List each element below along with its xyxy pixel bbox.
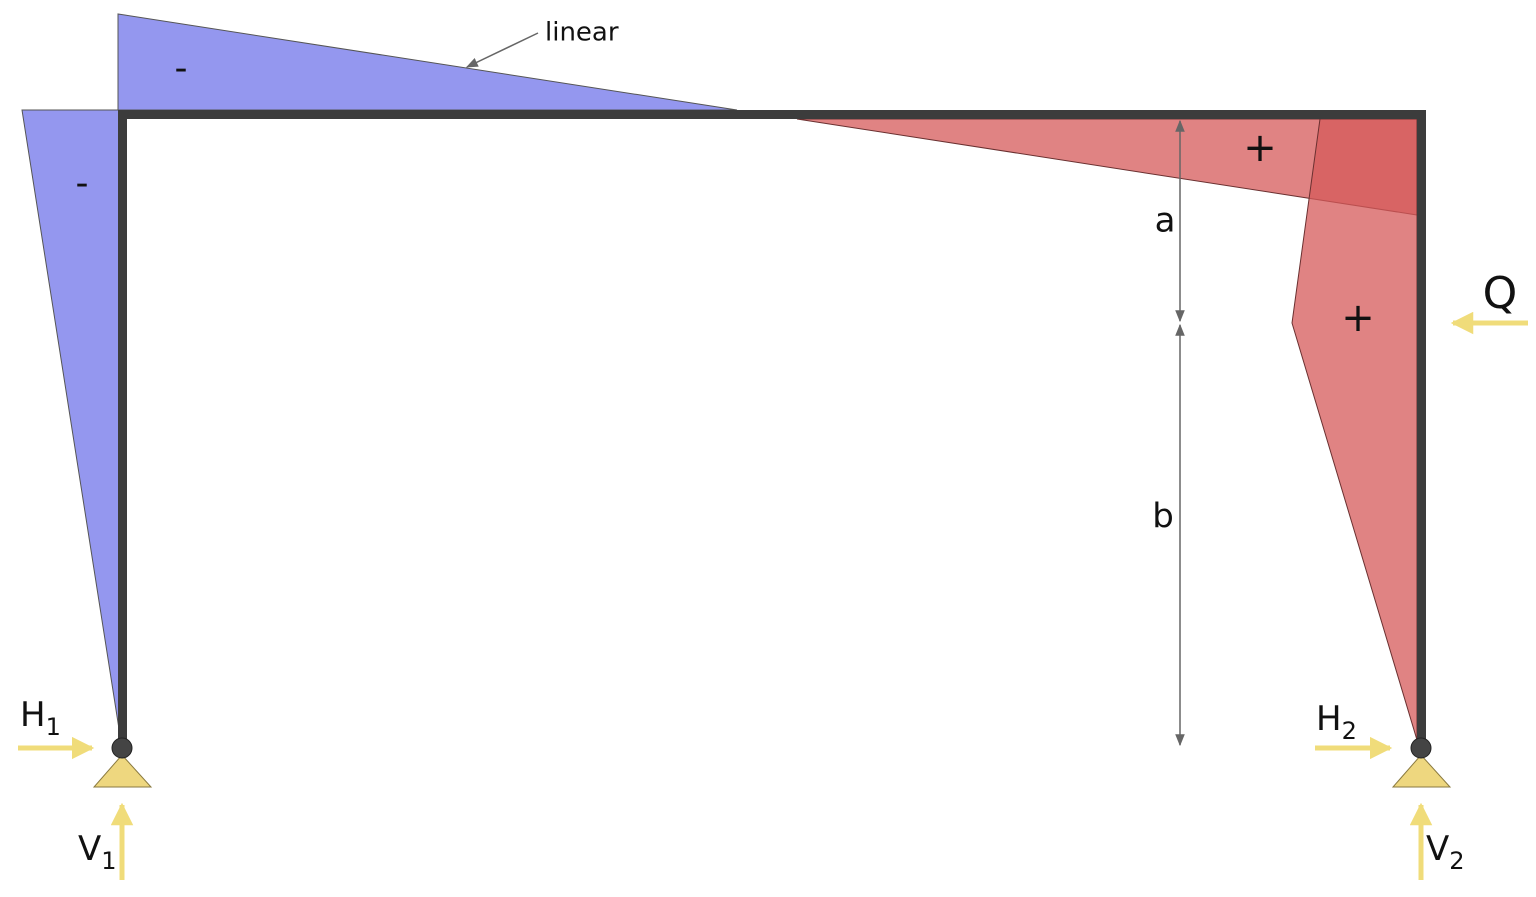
- sign: +: [1341, 295, 1375, 341]
- sign: +: [1243, 125, 1277, 171]
- support: [92, 754, 153, 788]
- subscript: 2: [1342, 717, 1357, 745]
- letter: H: [20, 695, 46, 735]
- letter: V: [78, 829, 101, 869]
- negative-diagram-beam: [117, 13, 738, 111]
- support: [1391, 754, 1452, 788]
- positive-diagram-column: [1291, 118, 1418, 741]
- negative-diagram-column: [21, 109, 123, 749]
- annotation: linear: [545, 18, 619, 48]
- subscript: 1: [101, 847, 116, 875]
- reaction-label: H1: [20, 695, 61, 742]
- reaction-label: H2: [1316, 699, 1357, 746]
- load-label: Q: [1483, 268, 1518, 319]
- left-column: [118, 110, 127, 748]
- letter: V: [1426, 829, 1449, 869]
- subscript: 2: [1449, 847, 1464, 875]
- beam: [118, 110, 1426, 119]
- force-arrows: [18, 311, 1528, 880]
- annotation-leader: [465, 32, 539, 68]
- right-column: [1417, 110, 1426, 748]
- reaction-label: V2: [1426, 829, 1465, 876]
- hinge: [111, 737, 133, 759]
- sign: -: [175, 48, 188, 89]
- reaction-label: V1: [78, 829, 117, 876]
- hinge: [1410, 737, 1432, 759]
- sign: -: [76, 163, 89, 204]
- dimension-label: a: [1155, 201, 1176, 241]
- dimension-label: b: [1152, 497, 1174, 537]
- letter: H: [1316, 699, 1342, 739]
- subscript: 1: [46, 713, 61, 741]
